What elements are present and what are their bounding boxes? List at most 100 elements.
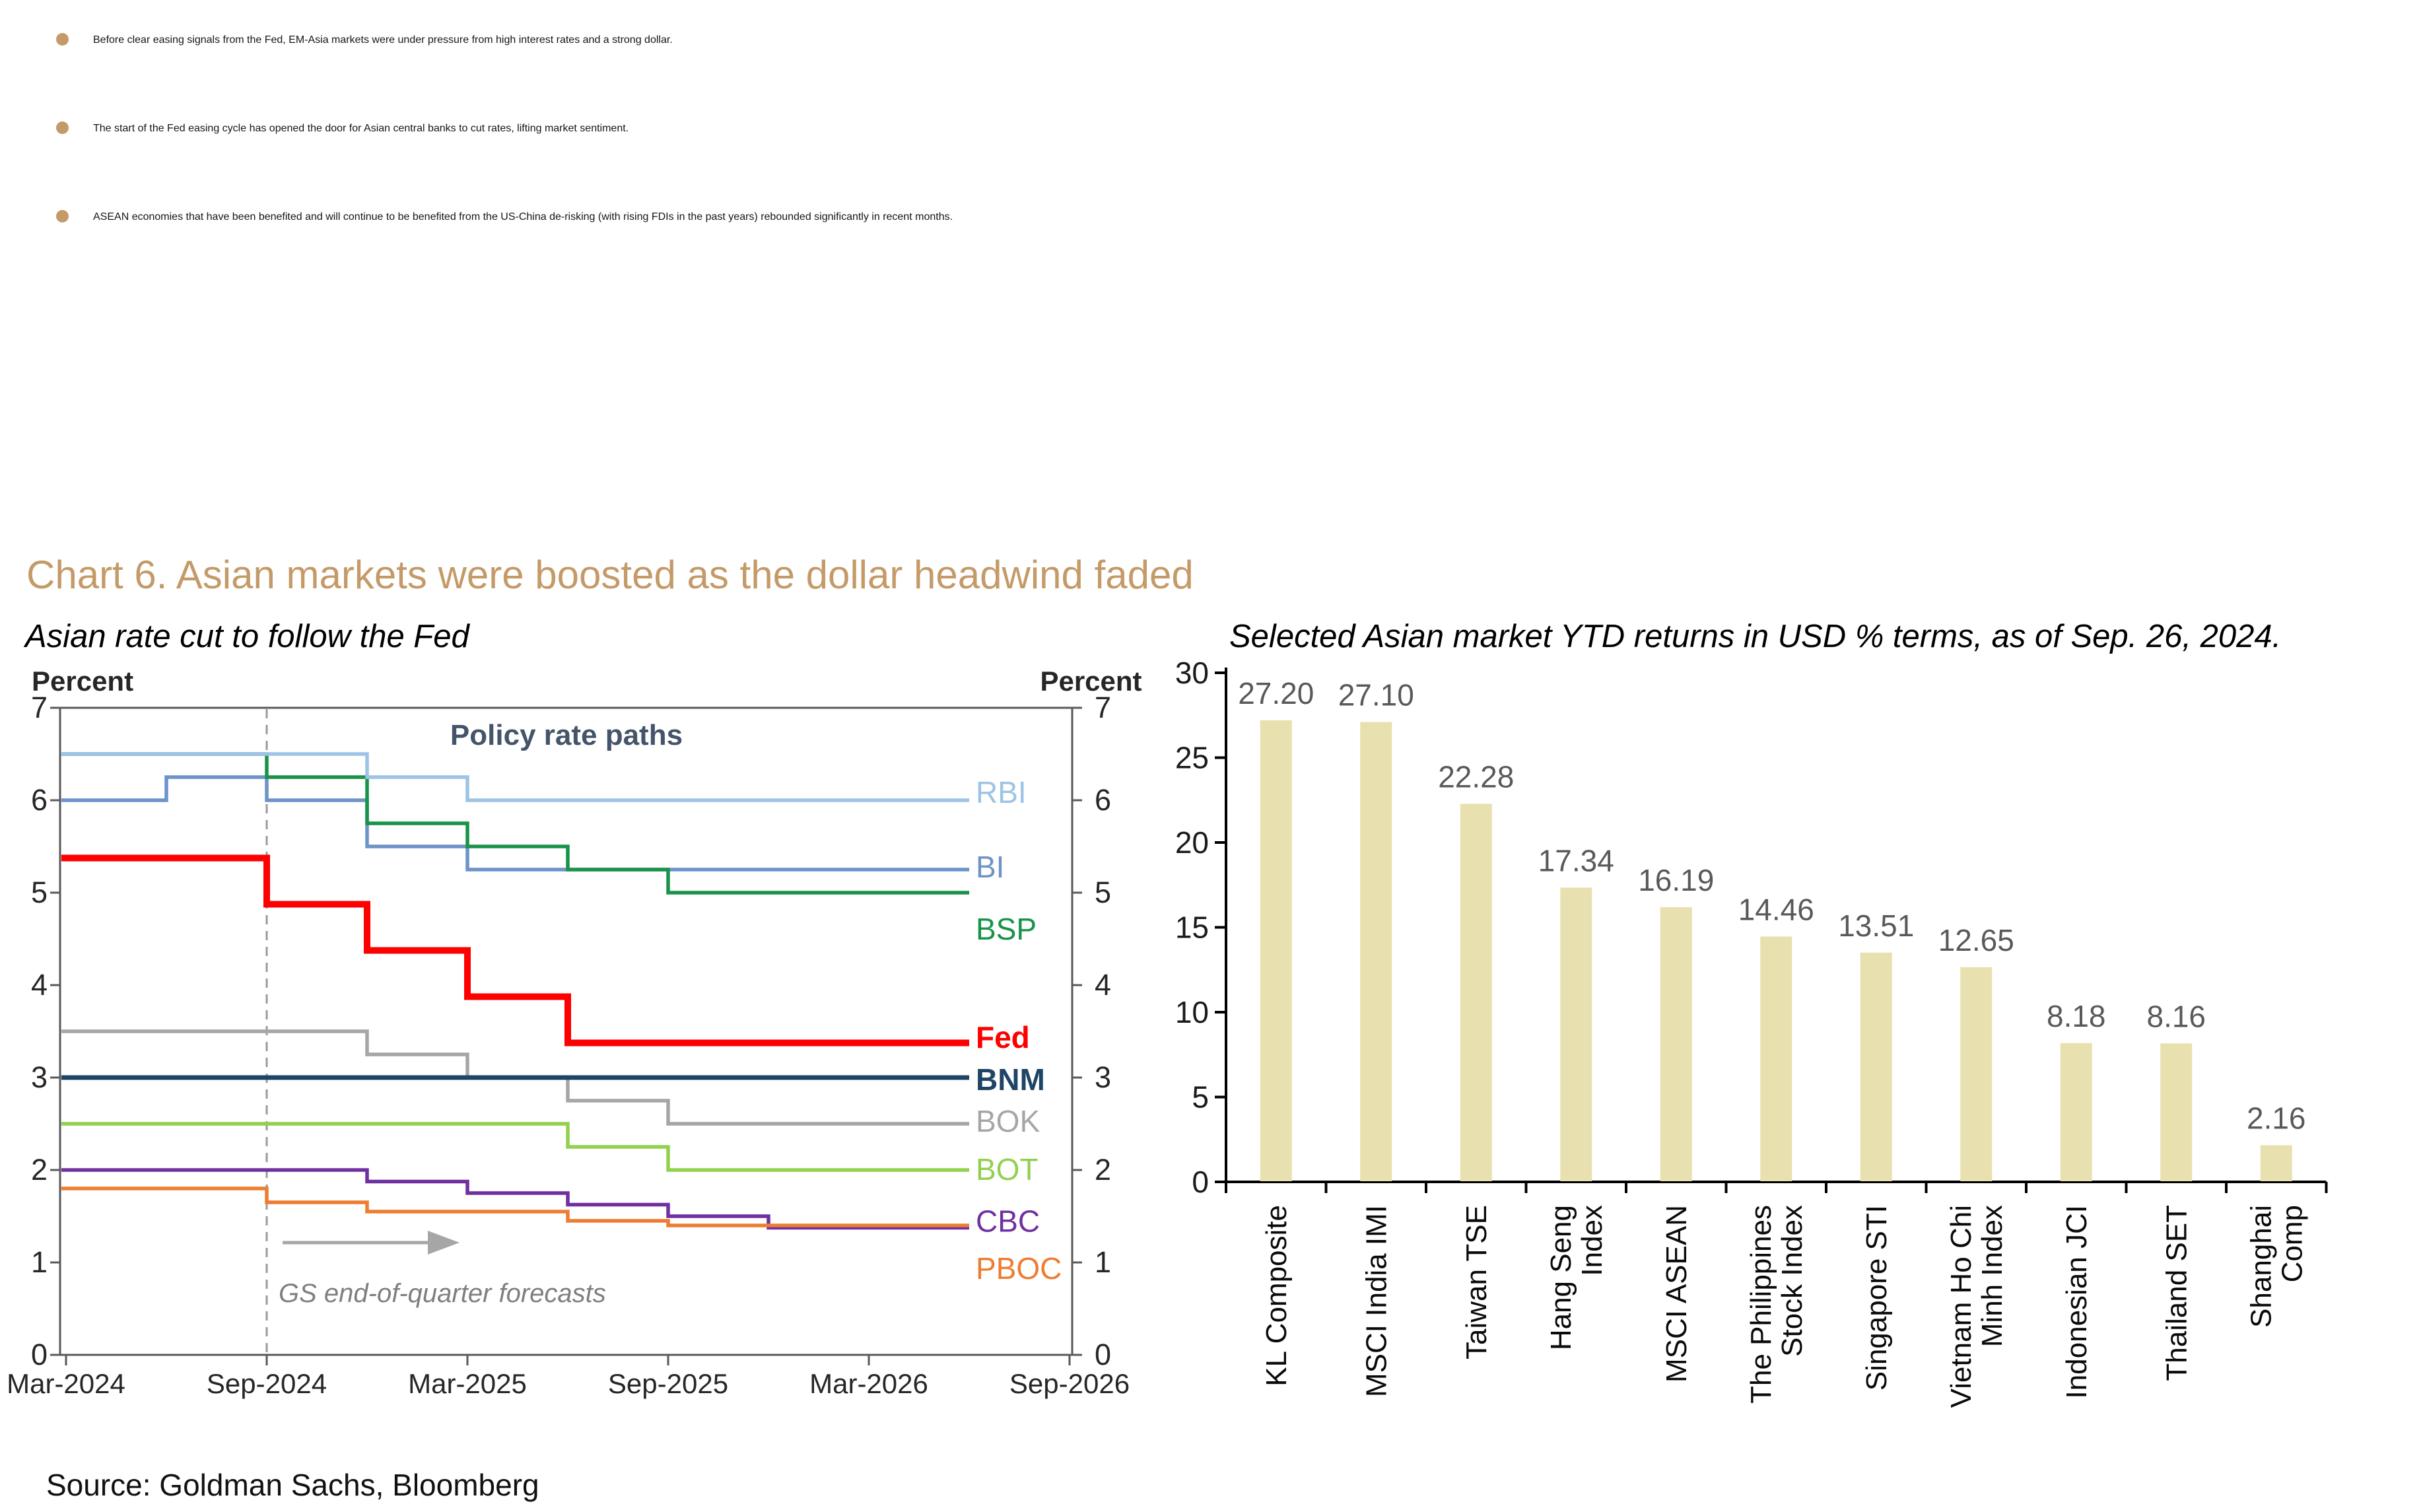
left-y-tick-label: 4 — [31, 968, 48, 1002]
forecast-arrow-head — [428, 1231, 460, 1254]
right-y-tick-label: 7 — [1095, 691, 1111, 724]
series-label-fed: Fed — [976, 1020, 1030, 1054]
category-label: The Philippines — [1745, 1205, 1777, 1404]
bullet-text: The start of the Fed easing cycle has op… — [93, 123, 629, 134]
category-label: Hang Seng — [1545, 1205, 1577, 1350]
category-label: Shanghai — [2245, 1205, 2277, 1328]
bar-value-label: 22.28 — [1438, 759, 1514, 794]
series-label-bi: BI — [976, 850, 1004, 884]
right-y-tick-label: 5 — [1095, 876, 1111, 909]
y-tick-label: 0 — [1192, 1165, 1209, 1199]
bar-7 — [1960, 967, 1993, 1181]
left-y-tick-label: 1 — [31, 1245, 48, 1279]
series-line-bsp — [61, 752, 969, 895]
series-label-bnm: BNM — [976, 1062, 1045, 1097]
right-chart-title: Selected Asian market YTD returns in USD… — [1229, 619, 2282, 654]
bullet-dot — [56, 33, 69, 46]
left-y-tick-label: 0 — [31, 1338, 48, 1371]
bar-value-label: 13.51 — [1838, 909, 1914, 943]
x-tick-label: Mar-2026 — [809, 1368, 928, 1399]
bar-value-label: 17.34 — [1538, 843, 1614, 877]
bar-2 — [1460, 804, 1492, 1181]
bar-5 — [1760, 936, 1792, 1181]
bar-1 — [1360, 722, 1392, 1181]
right-y-tick-label: 1 — [1095, 1245, 1111, 1279]
bar-9 — [2160, 1043, 2193, 1181]
series-label-bsp: BSP — [976, 912, 1037, 946]
right-y-tick-label: 6 — [1095, 783, 1111, 817]
bar-value-label: 12.65 — [1938, 923, 2014, 957]
series-label-bok: BOK — [976, 1104, 1040, 1138]
series-label-rbi: RBI — [976, 775, 1027, 809]
bar-10 — [2260, 1145, 2292, 1181]
bar-value-label: 27.10 — [1338, 678, 1414, 712]
bar-3 — [1560, 887, 1592, 1181]
y-tick-label: 25 — [1175, 741, 1209, 775]
category-label: MSCI India IMI — [1360, 1205, 1392, 1397]
bullet-dot — [56, 121, 69, 134]
bar-6 — [1860, 952, 1892, 1181]
x-tick-label: Sep-2026 — [1009, 1368, 1130, 1399]
bar-value-label: 14.46 — [1738, 892, 1814, 926]
category-label: Singapore STI — [1860, 1205, 1893, 1391]
y-tick-label: 5 — [1192, 1080, 1209, 1115]
bar-value-label: 27.20 — [1238, 676, 1314, 710]
right-y-tick-label: 3 — [1095, 1060, 1111, 1094]
series-line-rbi — [61, 752, 969, 802]
plot-label: Policy rate paths — [450, 719, 683, 751]
x-tick-label: Mar-2025 — [408, 1368, 527, 1399]
bullet-item: ASEAN economies that have been benefited… — [55, 184, 2340, 251]
left-y-tick-label: 5 — [31, 876, 48, 909]
series-label-bot: BOT — [976, 1152, 1039, 1186]
category-label: Comp — [2276, 1205, 2308, 1282]
category-label: Index — [1576, 1205, 1608, 1276]
category-label: KL Composite — [1260, 1205, 1293, 1387]
y-tick-label: 30 — [1175, 656, 1209, 690]
left-y-tick-label: 2 — [31, 1153, 48, 1186]
left-y-tick-label: 7 — [31, 691, 48, 724]
series-line-pboc — [61, 1186, 969, 1227]
series-line-cbc — [61, 1168, 969, 1230]
category-label: Minh Index — [1976, 1205, 2008, 1347]
left-chart-title: Asian rate cut to follow the Fed — [25, 619, 469, 654]
category-label: MSCI ASEAN — [1660, 1205, 1693, 1383]
series-label-cbc: CBC — [976, 1204, 1040, 1238]
left-axis-unit-label: Percent — [32, 666, 134, 697]
right-axis-unit-label: Percent — [1040, 666, 1142, 697]
x-tick-label: Sep-2025 — [608, 1368, 728, 1399]
bullet-text: ASEAN economies that have been benefited… — [93, 211, 953, 223]
bullet-item: Before clear easing signals from the Fed… — [55, 7, 2340, 74]
bar-8 — [2060, 1043, 2092, 1181]
y-tick-label: 10 — [1175, 995, 1209, 1029]
bullet-dot — [56, 210, 69, 223]
series-line-bot — [61, 1122, 969, 1172]
source-note: Source: Goldman Sachs, Bloomberg — [46, 1468, 539, 1502]
left-y-tick-label: 6 — [31, 783, 48, 817]
category-label: Thailand SET — [2160, 1205, 2193, 1381]
x-tick-label: Sep-2024 — [207, 1368, 327, 1399]
bar-value-label: 16.19 — [1638, 863, 1714, 897]
bar-0 — [1260, 720, 1292, 1181]
bar-value-label: 8.18 — [2047, 999, 2106, 1033]
bullet-item: The start of the Fed easing cycle has op… — [55, 95, 2340, 162]
right-y-tick-label: 4 — [1095, 968, 1111, 1002]
bar-value-label: 8.16 — [2146, 999, 2206, 1033]
bullet-text: Before clear easing signals from the Fed… — [93, 34, 673, 46]
bar-4 — [1660, 907, 1692, 1181]
right-y-tick-label: 2 — [1095, 1153, 1111, 1186]
y-tick-label: 20 — [1175, 825, 1209, 860]
bullet-list: Before clear easing signals from the Fed… — [55, 7, 2340, 272]
forecast-note: GS end-of-quarter forecasts — [279, 1279, 606, 1308]
category-label: Stock Index — [1776, 1205, 1808, 1357]
right-y-tick-label: 0 — [1095, 1338, 1111, 1371]
category-label: Vietnam Ho Chi — [1945, 1205, 1977, 1408]
policy-rate-step-chart: 0 0 1 1 2 2 3 3 4 4 5 5 6 6 7 7 Mar-2024 Sep-2024 Mar-2025… — [7, 691, 1130, 1399]
category-label: Taiwan TSE — [1460, 1205, 1493, 1359]
y-tick-label: 15 — [1175, 911, 1209, 945]
series-label-pboc: PBOC — [976, 1251, 1062, 1286]
series-line-fed — [61, 854, 969, 1047]
category-label: Indonesian JCI — [2061, 1205, 2093, 1399]
x-tick-label: Mar-2024 — [7, 1368, 125, 1399]
ytd-returns-bar-chart: 0 5 10 15 20 25 30 27.20 KL Composite 27.10 MSCI I… — [1175, 656, 2328, 1408]
